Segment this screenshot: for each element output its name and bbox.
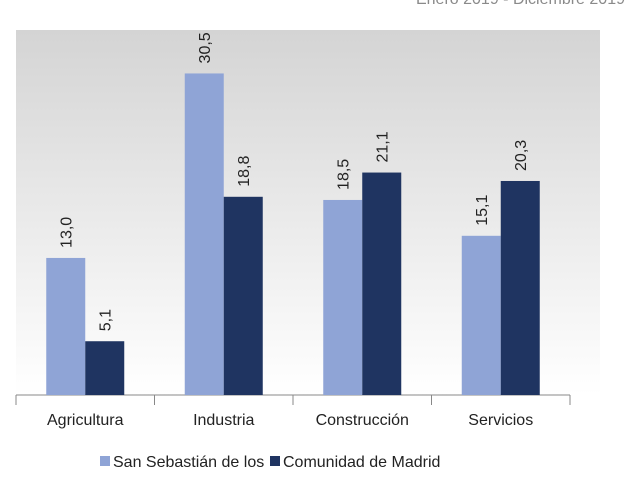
- bar: [184, 73, 224, 395]
- legend-swatch: [100, 456, 110, 466]
- legend-label: Comunidad de Madrid: [283, 454, 440, 471]
- data-label: 5,1: [98, 309, 115, 331]
- bar: [362, 172, 402, 395]
- x-tick-label: Construcción: [316, 412, 409, 429]
- x-tick-label: Agricultura: [47, 412, 124, 429]
- data-label: 30,5: [197, 32, 214, 63]
- data-label: 18,8: [236, 156, 253, 187]
- data-label: 13,0: [59, 217, 76, 248]
- bar: [46, 257, 86, 395]
- x-tick-label: Servicios: [468, 412, 533, 429]
- bar: [223, 196, 263, 395]
- data-label: 15,1: [474, 195, 491, 226]
- bar: [85, 341, 125, 395]
- corner: [430, 0, 631, 30]
- bar: [461, 235, 501, 395]
- bar: [500, 180, 540, 395]
- legend-label: San Sebastián de los: [113, 454, 264, 471]
- legend-swatch: [270, 456, 280, 466]
- data-label: 18,5: [336, 159, 353, 190]
- bar: [323, 199, 363, 395]
- subtitle: Enero 2019 - Diciembre 2019: [416, 0, 625, 8]
- x-tick-label: Industria: [193, 412, 254, 429]
- data-label: 21,1: [375, 131, 392, 162]
- data-label: 20,3: [513, 140, 530, 171]
